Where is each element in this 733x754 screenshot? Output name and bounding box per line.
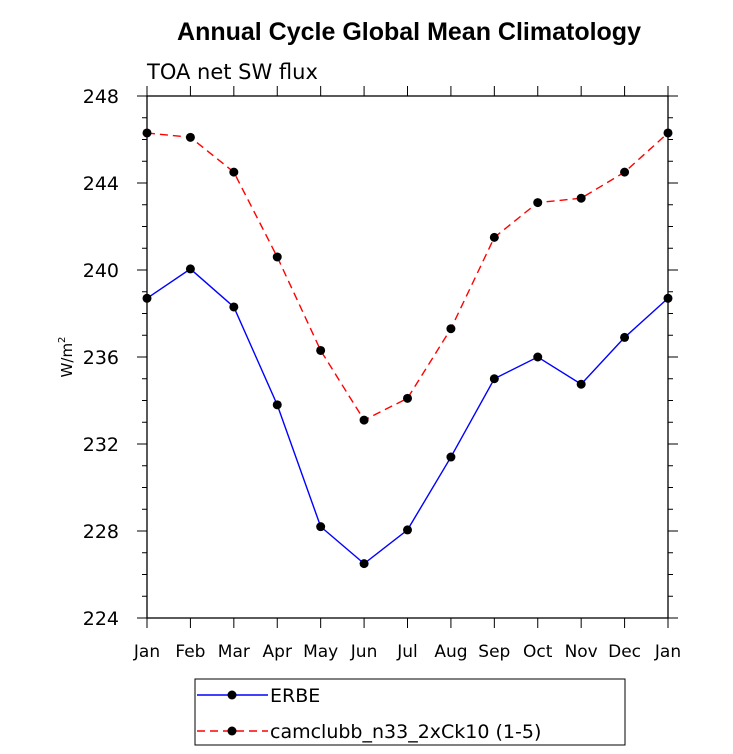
data-point bbox=[185, 264, 195, 274]
data-point bbox=[663, 128, 673, 138]
data-point bbox=[403, 393, 412, 403]
y-tick-label: 240 bbox=[83, 260, 119, 282]
series-layer bbox=[142, 128, 673, 569]
y-tick-label: 224 bbox=[83, 608, 119, 630]
data-point bbox=[316, 345, 326, 355]
y-tick-label: 244 bbox=[83, 173, 119, 195]
y-axis-label-superscript: 2 bbox=[57, 337, 68, 343]
legend-entry: ERBE bbox=[270, 685, 320, 707]
y-tick-label: 232 bbox=[83, 434, 119, 456]
plot-border bbox=[146, 95, 669, 619]
x-tick-label: Oct bbox=[523, 642, 553, 662]
x-tick-label: Jul bbox=[396, 642, 418, 662]
data-point bbox=[663, 293, 673, 303]
data-point bbox=[359, 415, 369, 425]
legend-marker bbox=[227, 726, 237, 736]
chart-subtitle: TOA net SW flux bbox=[146, 60, 318, 84]
x-tick-label: Jan bbox=[654, 642, 681, 662]
x-tick-label: Feb bbox=[175, 642, 205, 662]
data-point bbox=[446, 452, 456, 462]
data-point bbox=[272, 252, 282, 262]
legend-marker bbox=[227, 690, 237, 700]
legend-entry: camclubb_n33_2xCk10 (1-5) bbox=[270, 721, 541, 743]
x-tick-label: Dec bbox=[608, 642, 641, 662]
data-point bbox=[620, 332, 630, 342]
data-point bbox=[446, 324, 456, 334]
data-point bbox=[142, 293, 152, 303]
legend-box bbox=[194, 678, 626, 746]
data-point bbox=[229, 167, 239, 177]
plot-frame bbox=[146, 95, 669, 619]
data-point bbox=[316, 522, 326, 532]
x-axis: Jan Feb Mar Apr May Jun Jul Aug Sep Oct Nov Dec Jan bbox=[133, 86, 681, 662]
x-tick-label: Apr bbox=[263, 642, 292, 662]
x-tick-label: May bbox=[303, 642, 338, 662]
x-tick-label: Jun bbox=[350, 642, 378, 662]
data-point bbox=[272, 400, 282, 410]
x-tick-label: Jan bbox=[133, 642, 160, 662]
series-line bbox=[146, 132, 669, 421]
y-tick-label: 228 bbox=[83, 521, 119, 543]
y-tick-label: 236 bbox=[83, 347, 119, 369]
data-point bbox=[142, 128, 152, 138]
data-point bbox=[489, 374, 499, 384]
data-point bbox=[620, 167, 630, 177]
data-point bbox=[576, 193, 586, 203]
x-tick-label: Nov bbox=[565, 642, 598, 662]
x-tick-label: Mar bbox=[218, 642, 250, 662]
data-point bbox=[533, 198, 543, 208]
data-point bbox=[185, 132, 195, 142]
series-line bbox=[146, 268, 669, 565]
legend: ERBE camclubb_n33_2xCk10 (1-5) bbox=[194, 678, 626, 746]
chart-title: Annual Cycle Global Mean Climatology bbox=[177, 18, 641, 46]
data-point bbox=[229, 302, 239, 312]
data-point bbox=[403, 525, 412, 535]
y-axis-label-text: W/m bbox=[58, 343, 76, 378]
y-axis: 224 228 232 236 240 244 248 bbox=[83, 86, 678, 630]
data-point bbox=[359, 559, 369, 569]
y-tick-label: 248 bbox=[83, 86, 119, 108]
data-point bbox=[489, 232, 499, 242]
x-tick-label: Aug bbox=[434, 642, 467, 662]
y-axis-label: W/m2 bbox=[57, 337, 76, 378]
data-point bbox=[576, 379, 586, 389]
data-point bbox=[533, 352, 543, 362]
x-tick-label: Sep bbox=[478, 642, 510, 662]
